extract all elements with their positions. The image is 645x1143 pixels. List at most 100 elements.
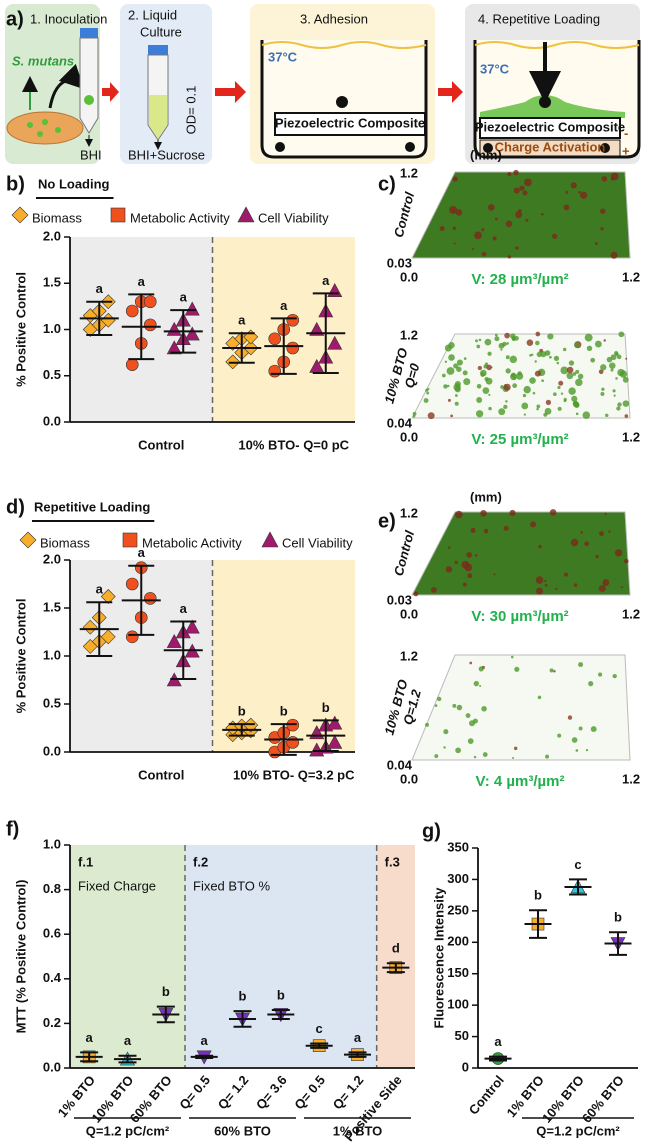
cell-cluster [538,544,542,549]
data-point [268,364,282,378]
cell-cluster [469,720,475,727]
x-tick-label: Control [466,1072,507,1117]
significance-letter: b [280,704,288,719]
cell-cluster [622,400,630,407]
cell-cluster [493,573,496,576]
cell-cluster [481,228,485,232]
y-axis-label: Fluorescence Intensity [431,887,446,1029]
cell-cluster [455,384,458,388]
axis-label: 0.0 [400,606,418,621]
organism: S. mutans [12,53,74,68]
cell-cluster [610,177,615,181]
significance-letter: a [322,273,330,288]
data-point [261,531,279,548]
cell-cluster [522,393,527,398]
cell-cluster [505,368,511,374]
cell-cluster [590,357,596,363]
y-tick-label: 0.4 [43,970,62,985]
sample-label: Q=0 [402,361,423,390]
y-tick-label: 0.8 [43,881,61,896]
data-point [125,630,139,644]
significance-letter: a [96,582,104,597]
significance-letter: b [277,987,285,1002]
cell-cluster [584,333,593,342]
cell-cluster [553,670,556,673]
data-point [166,340,182,355]
significance-letter: b [534,888,542,903]
data-point [286,736,300,749]
y-tick-label: 1.0 [43,647,61,662]
significance-letter: b [614,910,622,925]
cell-cluster [452,703,457,708]
cell-cluster [564,572,569,577]
volume: V: 30 µm³/µm² [471,608,568,625]
chart-title: No Loading [38,176,110,191]
cell-cluster [543,412,548,417]
cell-cluster [519,185,525,191]
cell-cluster [573,583,578,587]
cell-cluster [521,402,529,410]
cell-cluster [487,351,492,356]
cell-cluster [562,347,567,352]
cell-cluster [532,391,536,395]
cell-cluster [462,370,468,376]
cell-cluster [585,749,589,752]
composite-label: Piezoelectric Composite [475,119,625,134]
axis-label: 0.0 [400,771,418,786]
background [185,845,377,1068]
cell-cluster [536,407,539,411]
cell-cluster [570,182,577,189]
cell-cluster [584,541,590,547]
data-point [184,326,200,341]
cell-cluster [500,385,505,389]
cell-cluster [604,512,607,515]
cell-cluster [573,401,580,408]
cell-cluster [525,218,529,222]
cell-cluster [482,387,490,395]
cell-cluster [510,372,516,378]
cell-cluster [473,680,479,687]
cell-cluster [462,582,467,587]
axis-label: 1.2 [622,606,640,621]
cell-cluster [475,339,478,343]
data-point [327,715,343,730]
significance-letter: a [96,281,104,296]
y-axis-label: MTT (% Positive Control) [13,880,28,1034]
x-tick-label: 10% BTO- Q=3.2 pC [233,767,355,782]
cell-cluster [480,510,487,517]
cell-cluster [567,715,573,720]
section-subtitle: Fixed Charge [78,878,156,893]
cell-cluster [482,752,488,757]
cell-cluster [600,208,606,215]
cell-cluster [476,383,482,389]
cell-cluster [535,587,544,595]
axis-label: 1.2 [400,165,418,180]
data-point [268,332,282,346]
od-label: OD= 0.1 [183,86,198,135]
cell-cluster [513,746,518,751]
cell-cluster [598,672,603,677]
significance-letter: a [124,1033,132,1048]
cell-cluster [612,673,617,679]
cell-cluster [622,376,629,383]
cell-cluster [425,722,429,727]
cell-cluster [467,738,474,744]
sample-label: Control [391,190,418,239]
activation-label: Charge Activation [495,139,606,154]
data-point [184,301,200,316]
cell-cluster [588,681,594,687]
cell-cluster [517,371,522,376]
cell-cluster [612,389,616,393]
cell-cluster [443,384,448,389]
cell-cluster [526,339,534,346]
y-tick-label: 0.5 [43,695,61,710]
y-tick-label: 350 [447,839,469,854]
data-point [100,629,116,645]
axis-label: 0.04 [387,415,413,430]
cell-cluster [456,704,463,711]
cell-cluster [505,400,508,403]
cell-cluster [522,190,528,196]
cell-cluster [513,187,520,194]
cell-cluster [549,355,552,359]
data-point [237,206,255,223]
